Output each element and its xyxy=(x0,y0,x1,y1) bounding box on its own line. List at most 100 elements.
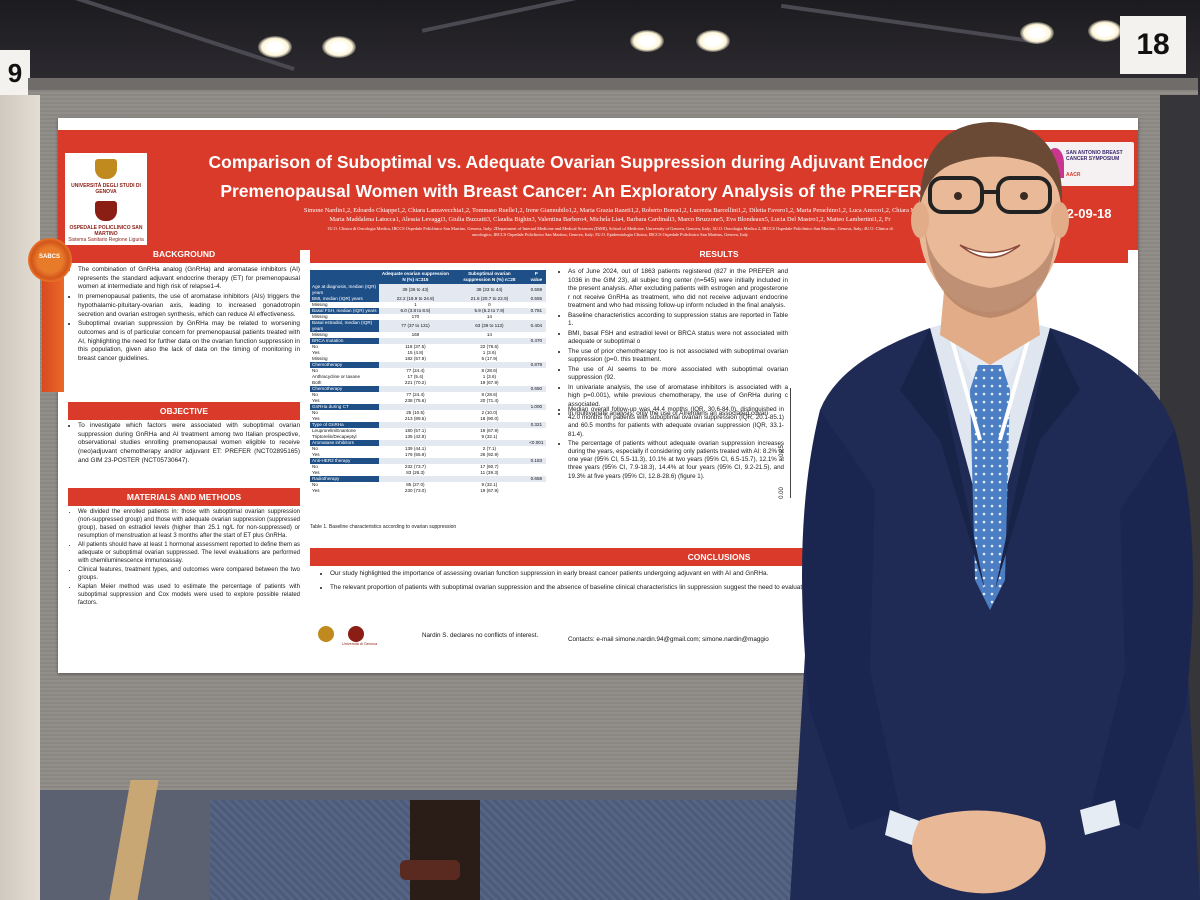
table-cell: 8 (28.6) xyxy=(481,368,498,373)
table-cell: GnRHa during CT xyxy=(310,404,379,410)
table-cell xyxy=(378,404,453,410)
table-cell: 0.470 xyxy=(526,338,546,344)
table-cell xyxy=(452,422,527,428)
table-cell: No xyxy=(312,482,318,487)
table-cell: Yes xyxy=(312,488,320,493)
table-cell: No xyxy=(312,392,318,397)
table-body: Age at diagnosis, median (IQR) years 39 (… xyxy=(310,284,546,494)
footer-crest-icon xyxy=(318,626,334,642)
table-cell: Missing xyxy=(312,302,328,307)
table-row: BMI, median (IQR) years 22.2 (19.9 to 24.… xyxy=(310,296,546,302)
table-cell: No xyxy=(312,464,318,469)
table-cell: Yes xyxy=(312,470,320,475)
table-row: Yes 213 (89.5) 18 (90.0) xyxy=(310,416,546,422)
sabcs-name: SAN ANTONIO BREAST CANCER SYMPOSIUM xyxy=(1066,150,1123,162)
table-row: No 118 (37.5) 22 (78.6) xyxy=(310,344,546,350)
results-section: As of June 2024, out of 1863 patients re… xyxy=(558,268,788,420)
table-row: Both 221 (70.2) 19 (67.9) xyxy=(310,380,546,386)
table-cell xyxy=(527,488,546,494)
table-cell: 2 (7.1) xyxy=(482,446,497,451)
table-cell: Triptorelin/Decapeptyl xyxy=(312,434,357,439)
conclusions-item: The relevant proportion of patients with… xyxy=(330,584,1120,593)
table-cell: Type of GnRHa xyxy=(310,422,379,428)
poster-title-line-2: Premenopausal Women with Breast Cancer: … xyxy=(220,181,996,201)
table-cell: 83 (26.3) xyxy=(406,470,425,475)
table-row: Leuprorelin/Enantone 180 (57.1) 19 (67.9) xyxy=(310,428,546,434)
footer-logos: Università di Genova xyxy=(318,626,378,648)
ceiling-light xyxy=(1088,20,1122,42)
table-row: Aromatase inhibitors <0.001 xyxy=(310,440,546,446)
table-cell: 135 (42.9) xyxy=(404,434,426,439)
table-cell: 20 (71.4) xyxy=(480,398,499,403)
table-cell: Yes xyxy=(312,398,320,403)
table-cell: Both xyxy=(312,380,322,385)
authors-line-1: Simone Nardin1,2, Edoardo Chiappe1,2, Ch… xyxy=(303,207,917,214)
table-row: Chemotherapy 0.878 xyxy=(310,362,546,368)
table-cell: 19 (67.9) xyxy=(480,428,499,433)
table-cell xyxy=(452,404,527,410)
table-cell: 0.658 xyxy=(526,476,546,482)
table-cell: Basal FSH, median (IQR) years xyxy=(310,308,379,314)
table-cell: 63 (39 to 113) xyxy=(452,320,527,332)
affiliations-line-1: 1U.O. Clinica di Oncologia Medica, IRCCS… xyxy=(327,226,893,231)
table-cell: 0.650 xyxy=(526,386,546,392)
table-cell: 168 xyxy=(411,332,420,337)
objective-heading: OBJECTIVE xyxy=(68,402,300,420)
table-row: Basal estradiol, median (IQR) years 77 (3… xyxy=(310,320,546,332)
university-crest-icon xyxy=(95,159,117,179)
table-cell: 9 (32.1) xyxy=(481,434,498,439)
table-cell xyxy=(378,386,453,392)
poster-title: Comparison of Suboptimal vs. Adequate Ov… xyxy=(158,148,1058,206)
table-row: Anti-HER2 therapy 0.183 xyxy=(310,458,546,464)
table-cell: Yes xyxy=(312,350,320,355)
conclusions-item: Our study highlighted the importance of … xyxy=(330,570,1120,579)
hospital-subtitle: Sistema Sanitario Regione Liguria xyxy=(68,237,144,243)
authors-line-2: Maria Maddalena Latocca1, Alessia Levagg… xyxy=(329,216,891,223)
table-cell: 118 (37.5) xyxy=(405,344,426,349)
table-cell: Age at diagnosis, median (IQR) years xyxy=(310,284,379,296)
table-cell: Missing xyxy=(312,314,328,319)
table-cell: 5.9 (5.2 to 7.9) xyxy=(452,308,527,314)
table-cell: 232 (73.7) xyxy=(404,464,426,469)
table-cell: <0.001 xyxy=(526,440,546,446)
background-section: The combination of GnRHa analog (GnRHa) … xyxy=(68,266,300,365)
table-cell: Missing xyxy=(312,332,328,337)
table-cell: 15 (4.8) xyxy=(407,350,424,355)
ceiling-light xyxy=(322,36,356,58)
table-cell: 6.0 (3.8 to 8.5) xyxy=(378,308,453,314)
background-heading: BACKGROUND xyxy=(68,245,300,263)
table-column-header: P value xyxy=(526,270,546,284)
table-cell: 5 (17.9) xyxy=(481,356,498,361)
table-cell: 1.000 xyxy=(526,404,546,410)
rosette-label: SABCS xyxy=(39,254,61,260)
table-row: No 77 (24.4) 8 (28.6) xyxy=(310,392,546,398)
table-row: Radiotherapy 0.658 xyxy=(310,476,546,482)
table-row: Missing 182 (57.8) 5 (17.9) xyxy=(310,356,546,362)
rosette-icon xyxy=(28,238,72,282)
results-item: The use of AI seems to be more associate… xyxy=(568,366,788,383)
university-name: UNIVERSITÀ DEGLI STUDI DI GENOVA xyxy=(71,183,141,195)
table-row: No 232 (73.7) 17 (60.7) xyxy=(310,464,546,470)
table-column-header: Suboptimal ovarian suppression N (%) n=2… xyxy=(452,270,527,284)
table-cell: 85 (27.0) xyxy=(406,482,425,487)
results-item: BMI, basal FSH and estradiol level or BR… xyxy=(568,330,788,347)
table-column-header: Adequate ovarian suppression N (%) n=315 xyxy=(378,270,453,284)
table-cell: 1 (3.6) xyxy=(482,350,497,355)
table-cell: No xyxy=(312,344,318,349)
presenter-person xyxy=(790,122,1200,900)
table-cell: 221 (70.2) xyxy=(404,380,426,385)
table-cell: 14 xyxy=(486,314,492,319)
table-cell: 19 (67.9) xyxy=(480,380,499,385)
table-cell: Anthracycline or taxane xyxy=(312,374,361,379)
table-cell: 238 (75.6) xyxy=(404,398,426,403)
table-cell: Chemotherapy xyxy=(310,386,379,392)
table-row: GnRHa during CT 1.000 xyxy=(310,404,546,410)
table-row: Basal FSH, median (IQR) years 6.0 (3.8 to… xyxy=(310,308,546,314)
results-item: Median overall follow-up was 44.4 months… xyxy=(568,406,784,439)
table-cell: 176 (55.9) xyxy=(404,452,426,457)
background-person-legs xyxy=(410,800,480,900)
table-row: Triptorelin/Decapeptyl 135 (42.9) 9 (32.1) xyxy=(310,434,546,440)
table-cell xyxy=(452,476,527,482)
ceiling-light xyxy=(258,36,292,58)
table-cell xyxy=(378,338,453,344)
